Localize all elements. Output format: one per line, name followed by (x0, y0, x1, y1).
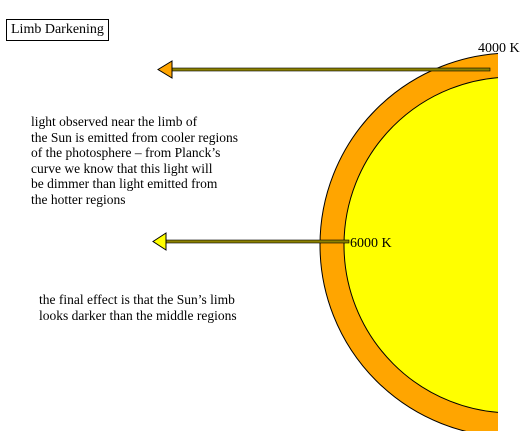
sun-inner-core (343, 77, 498, 413)
outer-arrow-head (157, 60, 173, 79)
inner-temperature-label: 6000 K (350, 236, 392, 251)
inner-light-arrow (152, 232, 350, 251)
final-effect-line: the final effect is that the Sun’s limb (39, 292, 235, 307)
outer-light-arrow (157, 60, 491, 79)
limb-explanation-text: light observed near the limb of the Sun … (31, 114, 238, 208)
final-effect-line: looks darker than the middle regions (39, 307, 237, 323)
explanation-line: the hotter regions (31, 191, 126, 207)
final-effect-text: the final effect is that the Sun’s limb … (39, 292, 237, 323)
outer-arrow-shaft (169, 67, 491, 72)
sun (319, 53, 498, 431)
explanation-line: be dimmer than light emitted from (31, 176, 218, 192)
inner-arrow-head (152, 232, 167, 251)
explanation-line: of the photosphere – from Planck’s (31, 145, 221, 161)
explanation-line: curve we know that this light will (31, 160, 213, 176)
explanation-line: light observed near the limb of (31, 114, 198, 129)
inner-arrow-shaft (165, 239, 350, 244)
outer-temperature-label: 4000 K (478, 41, 520, 56)
diagram-title: Limb Darkening (6, 19, 109, 41)
explanation-line: the Sun is emitted from cooler regions (31, 129, 238, 145)
